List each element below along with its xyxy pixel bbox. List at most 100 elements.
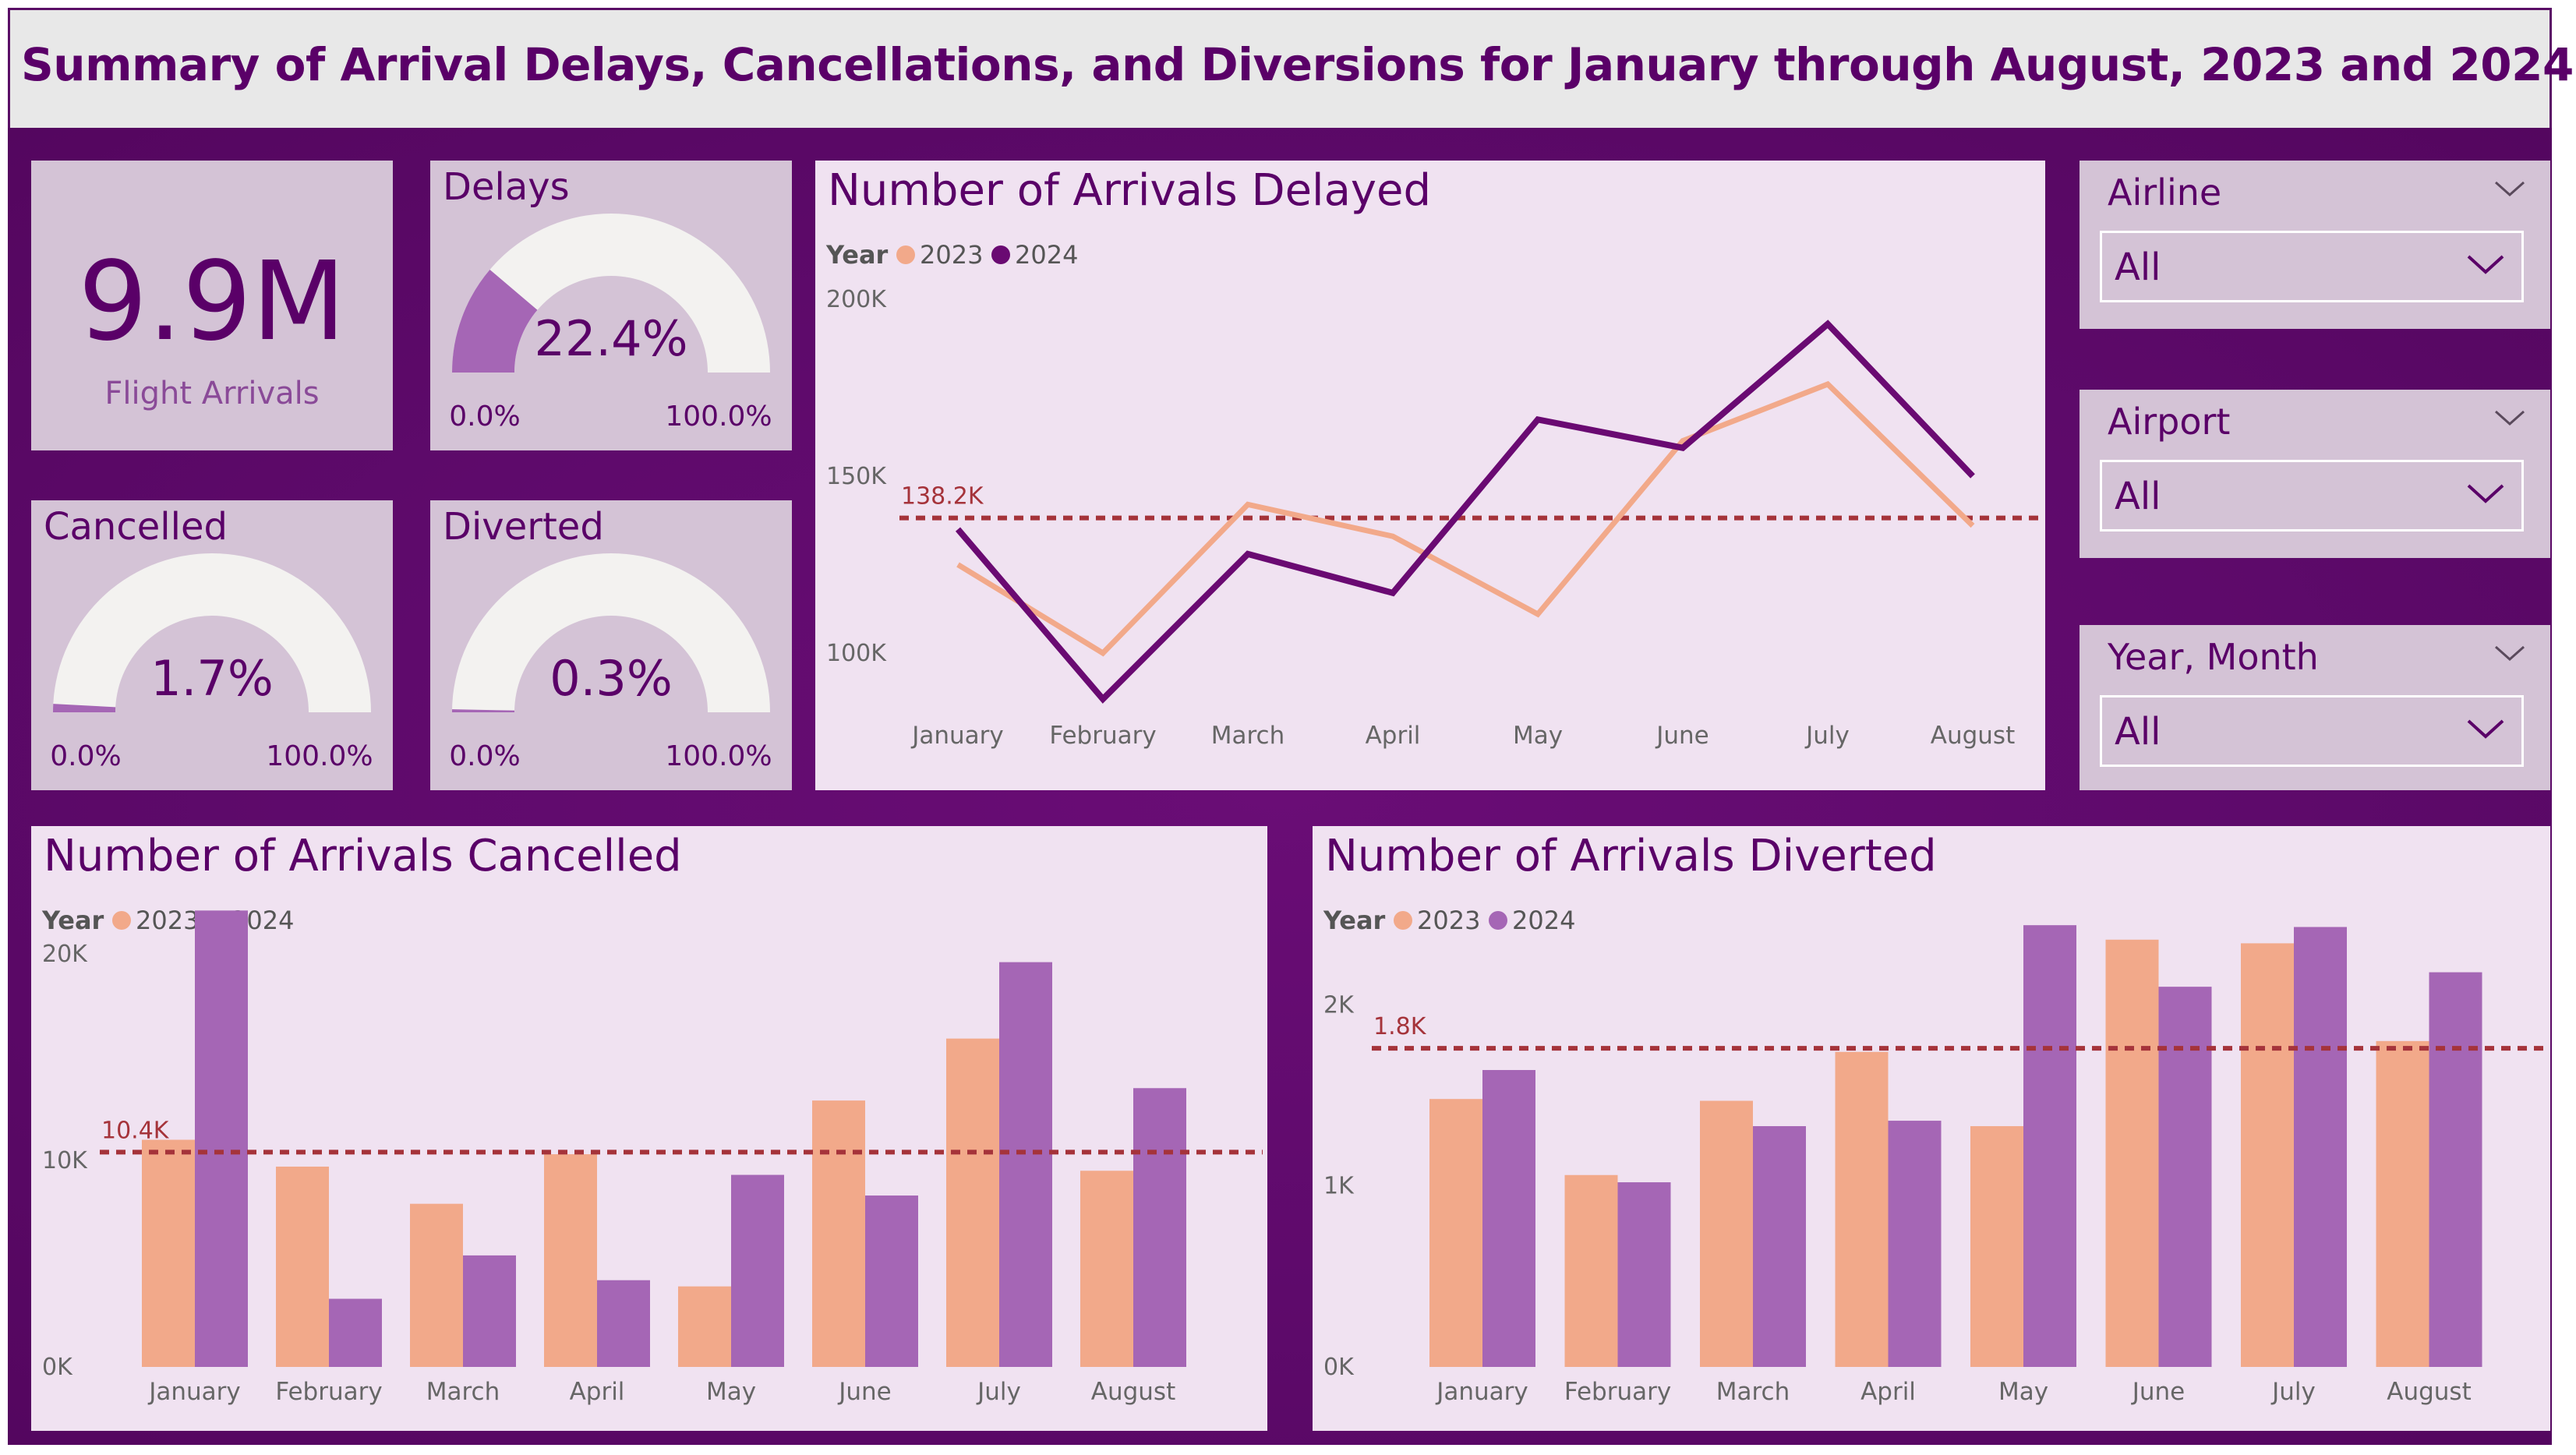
bar-2024[interactable] (195, 910, 248, 1367)
line-chart-arrivals-delayed[interactable]: Number of Arrivals Delayed Year 2023 2024 2… (815, 161, 2045, 790)
y-tick-label: 0K (42, 1354, 73, 1381)
slicer-dropdown[interactable]: All (2100, 460, 2524, 531)
bar-2023[interactable] (142, 1139, 195, 1368)
bar-2024[interactable] (731, 1174, 784, 1367)
chevron-down-icon (2467, 719, 2504, 739)
chart-title: Number of Arrivals Diverted (1325, 831, 1937, 881)
bar-2023[interactable] (1700, 1100, 1753, 1367)
bar-chart-plot: Year 2023 2024 2K 1K 0K January February March Ap… (1323, 906, 2546, 1406)
gauge-card-cancelled[interactable]: Cancelled 1.7% 0.0% 100.0% (31, 500, 393, 790)
bar-2023[interactable] (410, 1203, 463, 1367)
legend-marker-2024[interactable] (991, 245, 1010, 264)
gauge-track (53, 553, 371, 712)
x-tick-label: June (837, 1378, 892, 1406)
chevron-down-icon[interactable] (2493, 407, 2527, 429)
bar-2023[interactable] (812, 1100, 865, 1367)
x-tick-label: May (1998, 1378, 2048, 1406)
bar-2024[interactable] (597, 1280, 650, 1367)
slicer-selected-value: All (2115, 245, 2161, 289)
bar-2024[interactable] (999, 962, 1052, 1367)
bar-2023[interactable] (544, 1154, 597, 1367)
gauge-max-label: 100.0% (665, 401, 772, 433)
kpi-value: 9.9M (78, 238, 346, 366)
legend-title: Year (41, 906, 104, 935)
bar-2023[interactable] (2241, 943, 2294, 1367)
bar-2023[interactable] (1429, 1099, 1482, 1367)
slicer-airline[interactable]: Airline All (2080, 161, 2550, 329)
gauge-card-delays[interactable]: Delays 22.4% 0.0% 100.0% (430, 161, 792, 450)
series-line-2023[interactable] (956, 380, 1975, 657)
slicer-dropdown[interactable]: All (2100, 695, 2524, 767)
chevron-down-icon[interactable] (2493, 178, 2527, 200)
x-tick-label: May (706, 1378, 756, 1406)
bar-2024[interactable] (2158, 987, 2212, 1367)
bar-2023[interactable] (276, 1166, 329, 1367)
x-tick-label: August (1931, 722, 2016, 750)
bar-2023[interactable] (678, 1286, 731, 1367)
bar-2024[interactable] (1888, 1121, 1942, 1367)
gauge-track (452, 553, 770, 712)
x-tick-label: March (426, 1378, 500, 1406)
legend-entry-2024: 2024 (1512, 906, 1575, 935)
gauge-value: 0.3% (549, 650, 673, 707)
slicer-title: Airline (2108, 171, 2222, 214)
legend-marker-2023[interactable] (112, 911, 131, 930)
slicer-airport[interactable]: Airport All (2080, 390, 2550, 558)
average-label: 1.8K (1373, 1013, 1427, 1040)
legend-marker-2023[interactable] (896, 245, 915, 264)
bar-2024[interactable] (329, 1298, 382, 1367)
bar-2023[interactable] (946, 1038, 999, 1367)
bar-chart-arrivals-cancelled[interactable]: Number of Arrivals Cancelled Year 2023 202… (31, 826, 1267, 1431)
bar-2024[interactable] (2023, 925, 2076, 1367)
legend-entry-2024: 2024 (1015, 240, 1078, 270)
bar-chart-arrivals-diverted[interactable]: Number of Arrivals Diverted Year 2023 2024… (1313, 826, 2550, 1431)
legend-marker-2023[interactable] (1394, 911, 1412, 930)
gauge-visual: 1.7% 0.0% 100.0% (50, 553, 373, 772)
y-tick-label: 100K (826, 640, 887, 667)
x-tick-label: April (1860, 1378, 1916, 1406)
bar-2023[interactable] (1970, 1126, 2023, 1367)
x-tick-label: July (1804, 722, 1850, 750)
gauge-visual: 0.3% 0.0% 100.0% (449, 553, 772, 772)
x-tick-label: January (147, 1378, 241, 1406)
y-tick-label: 10K (42, 1147, 88, 1174)
x-tick-label: July (2270, 1378, 2316, 1406)
bar-2023[interactable] (2105, 939, 2159, 1367)
bar-2024[interactable] (1133, 1088, 1186, 1367)
slicer-selected-value: All (2115, 475, 2161, 518)
bar-2024[interactable] (1482, 1070, 1535, 1367)
kpi-label: Flight Arrivals (104, 376, 320, 411)
y-tick-label: 20K (42, 941, 88, 968)
bar-2024[interactable] (463, 1255, 516, 1367)
chevron-down-icon[interactable] (2493, 642, 2527, 664)
gauge-card-diverted[interactable]: Diverted 0.3% 0.0% 100.0% (430, 500, 792, 790)
bar-2024[interactable] (1753, 1126, 1806, 1367)
bar-2023[interactable] (1564, 1174, 1618, 1367)
bar-2024[interactable] (865, 1195, 918, 1367)
y-tick-label: 2K (1323, 991, 1355, 1019)
bar-2023[interactable] (1835, 1051, 1889, 1367)
series-line-2024[interactable] (955, 320, 1975, 704)
slicer-dropdown[interactable]: All (2100, 231, 2524, 302)
kpi-card-flight-arrivals[interactable]: 9.9M Flight Arrivals (31, 161, 393, 450)
x-tick-label: April (570, 1378, 625, 1406)
bar-2024[interactable] (2294, 927, 2347, 1367)
slicer-title: Airport (2108, 401, 2231, 443)
gauge-min-label: 0.0% (449, 401, 520, 433)
gauge-visual: 22.4% 0.0% 100.0% (449, 214, 772, 433)
x-tick-label: June (1655, 722, 1709, 750)
bar-2023[interactable] (1080, 1171, 1133, 1367)
gauge-fill (452, 270, 538, 373)
y-tick-label: 0K (1323, 1354, 1355, 1381)
legend-entry-2023: 2023 (136, 906, 199, 935)
bar-2024[interactable] (1617, 1182, 1671, 1367)
y-tick-label: 200K (826, 286, 887, 313)
gauge-max-label: 100.0% (266, 740, 373, 772)
slicer-year-month[interactable]: Year, Month All (2080, 625, 2550, 790)
bar-2024[interactable] (2429, 972, 2482, 1367)
y-tick-label: 1K (1323, 1173, 1355, 1200)
bar-2023[interactable] (2376, 1040, 2429, 1367)
x-tick-label: May (1513, 722, 1563, 750)
legend-marker-2024[interactable] (1489, 911, 1507, 930)
